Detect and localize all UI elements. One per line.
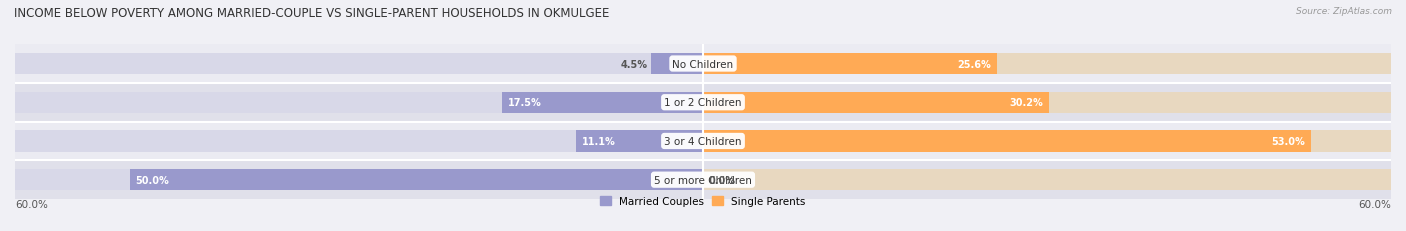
Text: 11.1%: 11.1% — [582, 136, 616, 146]
Bar — [703, 131, 1391, 152]
Bar — [15, 131, 703, 152]
Text: 17.5%: 17.5% — [508, 98, 541, 108]
Text: 0.0%: 0.0% — [709, 175, 735, 185]
Text: 1 or 2 Children: 1 or 2 Children — [664, 98, 742, 108]
Text: 60.0%: 60.0% — [1358, 199, 1391, 209]
Text: Source: ZipAtlas.com: Source: ZipAtlas.com — [1296, 7, 1392, 16]
Bar — [129, 169, 703, 191]
Text: No Children: No Children — [672, 59, 734, 69]
Bar — [651, 54, 703, 75]
Text: 30.2%: 30.2% — [1010, 98, 1043, 108]
Legend: Married Couples, Single Parents: Married Couples, Single Parents — [600, 196, 806, 206]
Text: 4.5%: 4.5% — [621, 59, 648, 69]
Bar — [15, 92, 703, 113]
Text: 60.0%: 60.0% — [15, 199, 48, 209]
Bar — [15, 169, 703, 191]
Bar — [502, 92, 703, 113]
Text: 3 or 4 Children: 3 or 4 Children — [664, 136, 742, 146]
Bar — [15, 54, 703, 75]
Bar — [703, 131, 1310, 152]
Bar — [703, 92, 1391, 113]
Text: 53.0%: 53.0% — [1271, 136, 1305, 146]
Bar — [15, 45, 1391, 84]
Bar — [575, 131, 703, 152]
Text: INCOME BELOW POVERTY AMONG MARRIED-COUPLE VS SINGLE-PARENT HOUSEHOLDS IN OKMULGE: INCOME BELOW POVERTY AMONG MARRIED-COUPL… — [14, 7, 609, 20]
Bar — [703, 92, 1049, 113]
Text: 50.0%: 50.0% — [135, 175, 169, 185]
Bar — [703, 169, 1391, 191]
Text: 5 or more Children: 5 or more Children — [654, 175, 752, 185]
Bar — [15, 122, 1391, 161]
Bar — [15, 161, 1391, 199]
Text: 25.6%: 25.6% — [957, 59, 991, 69]
Bar — [15, 84, 1391, 122]
Bar — [703, 54, 997, 75]
Bar — [703, 54, 1391, 75]
